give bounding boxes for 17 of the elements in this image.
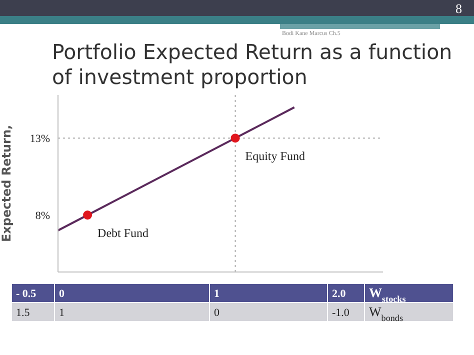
text: 1: [59, 307, 64, 319]
y-tick-label: 13%: [30, 133, 50, 145]
y-tick-label: 8%: [35, 210, 50, 222]
text: 1: [214, 288, 220, 300]
text: 0: [214, 307, 220, 319]
annotation: Debt Fund: [98, 226, 149, 240]
text: 2.0: [332, 288, 346, 300]
text: - 0.5: [16, 288, 37, 300]
text: -1.0: [332, 307, 350, 319]
annotation: Equity Fund: [245, 149, 305, 164]
y-axis-title: Expected Return,: [0, 124, 14, 242]
text: 8: [456, 1, 462, 17]
text: W$_{bonds}$: [369, 304, 404, 323]
chart-title: Portfolio Expected Return as a function of investment proportion: [52, 40, 454, 90]
text: 0: [59, 288, 65, 300]
text: 1.5: [16, 307, 30, 319]
text: W$_{stocks}$: [369, 285, 406, 304]
